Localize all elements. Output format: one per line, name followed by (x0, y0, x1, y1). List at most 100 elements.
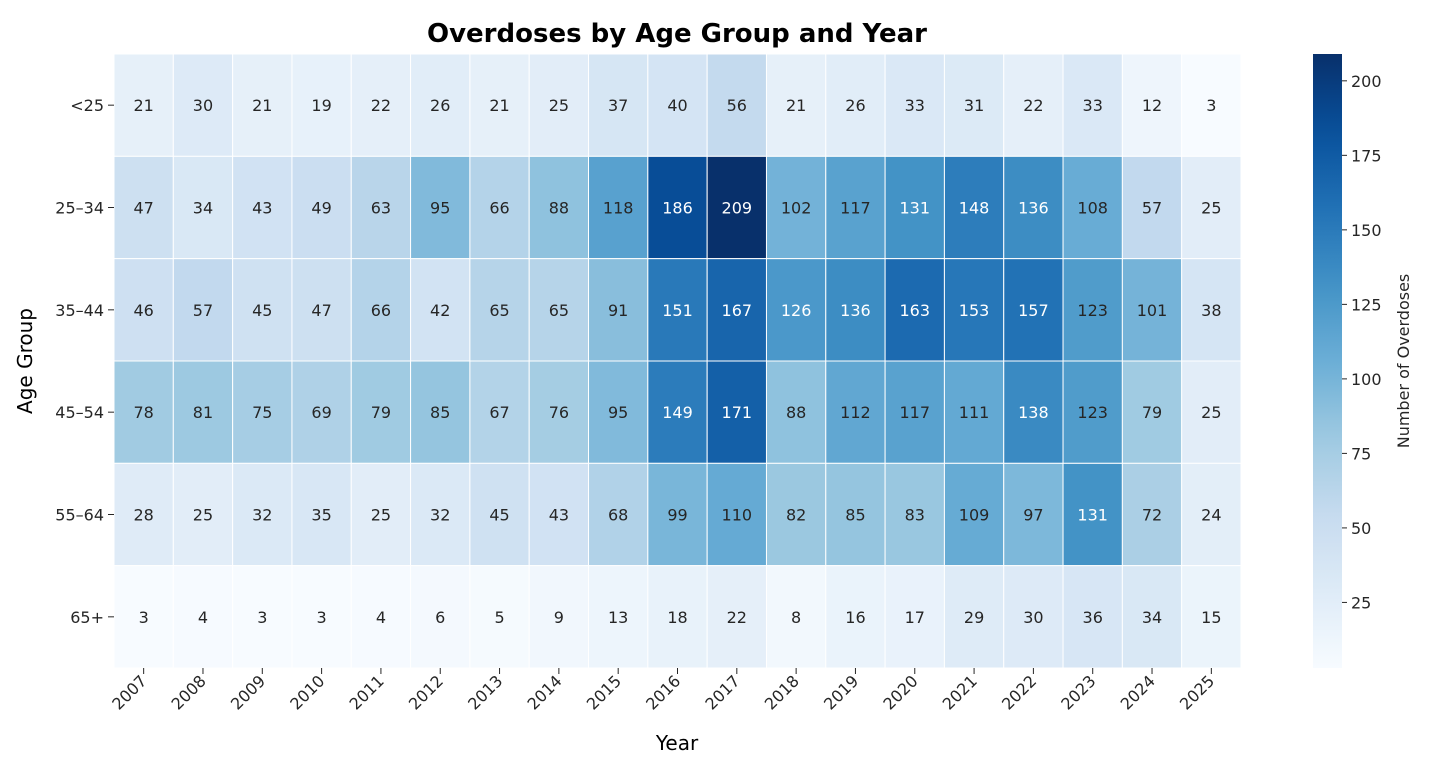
y-tick-label: <25 (70, 96, 104, 115)
cell-value-label: 57 (1142, 199, 1162, 218)
cell-value-label: 109 (959, 506, 990, 525)
heatmap-cell (350, 53, 412, 157)
x-axis: 2007 2008 2009 2010 2011 2012 2013 2014 2015 2016… (108, 668, 1218, 714)
colorbar-tick-label: 175 (1351, 146, 1382, 165)
cell-value-label: 31 (964, 96, 984, 115)
heatmap-cell (1062, 258, 1123, 362)
cell-value-label: 9 (554, 608, 564, 627)
heatmap-cell (588, 565, 649, 669)
x-tick-label: 2019 (820, 671, 862, 713)
cell-value-label: 101 (1137, 301, 1168, 320)
cell-value-label: 15 (1201, 608, 1221, 627)
cell-value-label: 72 (1142, 506, 1162, 525)
cell-value-label: 149 (662, 403, 693, 422)
x-tick-label: 2025 (1176, 671, 1218, 713)
heatmap-cell (291, 360, 352, 464)
heatmap-cell (410, 53, 471, 157)
heatmap-cell (172, 565, 234, 669)
heatmap-cell (528, 53, 590, 157)
cell-value-label: 21 (786, 96, 806, 115)
heatmap-cell (113, 53, 174, 157)
cell-value-label: 118 (603, 199, 634, 218)
x-tick-label: 2007 (108, 671, 150, 713)
cell-value-label: 18 (667, 608, 687, 627)
heatmap-cell (410, 462, 471, 567)
heatmap-cell (706, 462, 767, 567)
cell-value-label: 123 (1077, 301, 1108, 320)
heatmap-cell (765, 565, 827, 669)
heatmap-cell (113, 155, 174, 260)
cell-value-label: 117 (899, 403, 930, 422)
heatmap-cell (469, 462, 530, 567)
y-axis-label: Age Group (13, 308, 37, 414)
cell-value-label: 66 (489, 199, 509, 218)
heatmap-cell (1003, 53, 1064, 157)
cell-value-label: 40 (667, 96, 687, 115)
cell-value-label: 38 (1201, 301, 1221, 320)
cell-value-label: 171 (722, 403, 753, 422)
x-tick-label: 2010 (286, 671, 328, 713)
y-tick-label: 45–54 (55, 403, 104, 422)
x-tick-label: 2022 (998, 671, 1040, 713)
heatmap-cell (469, 360, 530, 464)
cell-value-label: 209 (722, 199, 753, 218)
heatmap-cell (647, 360, 708, 464)
heatmap-cell (706, 258, 767, 362)
heatmap-cell (469, 565, 530, 669)
x-tick-label: 2011 (346, 671, 388, 713)
heatmap-cell (765, 258, 827, 362)
cell-value-label: 3 (139, 608, 149, 627)
cell-value-label: 12 (1142, 96, 1162, 115)
cell-value-label: 126 (781, 301, 812, 320)
cell-value-label: 67 (489, 403, 509, 422)
heatmap-cell (884, 53, 945, 157)
x-tick-label: 2023 (1057, 671, 1099, 713)
heatmap-cell (765, 155, 827, 260)
cell-value-label: 37 (608, 96, 628, 115)
cell-value-label: 65 (489, 301, 509, 320)
cell-value-label: 131 (899, 199, 930, 218)
cell-value-label: 25 (193, 506, 213, 525)
x-axis-label: Year (655, 731, 699, 755)
x-tick-label: 2016 (642, 671, 684, 713)
cell-value-label: 167 (722, 301, 753, 320)
cell-value-label: 32 (252, 506, 272, 525)
cell-value-label: 66 (371, 301, 391, 320)
colorbar-tick-label: 150 (1351, 221, 1382, 240)
heatmap-cell (350, 565, 412, 669)
cell-value-label: 110 (722, 506, 753, 525)
heatmap-cell (232, 565, 293, 669)
x-tick-label: 2012 (405, 671, 447, 713)
cell-value-label: 49 (311, 199, 331, 218)
heatmap-cell (1121, 53, 1183, 157)
cell-value-label: 3 (1206, 96, 1216, 115)
heatmap-cell (825, 258, 886, 362)
heatmap-cell (943, 360, 1005, 464)
cell-value-label: 85 (430, 403, 450, 422)
heatmap-cell (1003, 155, 1064, 260)
heatmap-cell (647, 53, 708, 157)
y-tick-label: 65+ (70, 608, 104, 627)
cell-value-label: 76 (549, 403, 569, 422)
cell-value-label: 82 (786, 506, 806, 525)
heatmap-cell (1003, 360, 1064, 464)
cell-value-label: 153 (959, 301, 990, 320)
heatmap-cell (232, 155, 293, 260)
cell-value-label: 22 (371, 96, 391, 115)
heatmap-cell (172, 155, 234, 260)
cell-value-label: 32 (430, 506, 450, 525)
cell-value-label: 21 (489, 96, 509, 115)
cell-value-label: 79 (371, 403, 391, 422)
heatmap-cell (528, 462, 590, 567)
cell-value-label: 57 (193, 301, 213, 320)
cell-value-label: 17 (905, 608, 925, 627)
cell-value-label: 75 (252, 403, 272, 422)
chart-title: Overdoses by Age Group and Year (427, 19, 927, 49)
cell-value-label: 29 (964, 608, 984, 627)
cell-value-label: 8 (791, 608, 801, 627)
heatmap-cell (825, 565, 886, 669)
colorbar: 25 50 75 100 125 150 175 200 (1313, 54, 1382, 668)
heatmap-cell (943, 565, 1005, 669)
cell-value-label: 34 (1142, 608, 1162, 627)
y-tick-label: 35–44 (55, 301, 104, 320)
